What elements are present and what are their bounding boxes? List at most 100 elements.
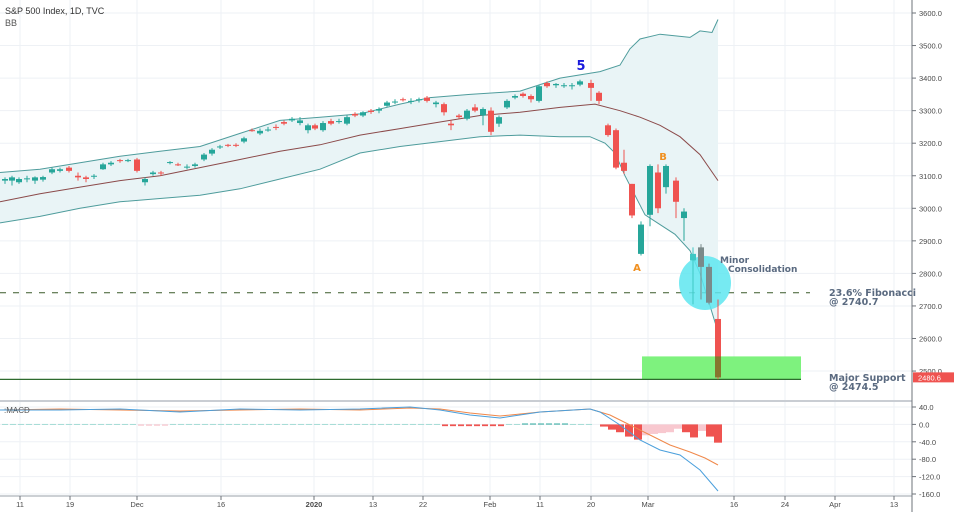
candle: [273, 124, 279, 131]
candle-body: [344, 117, 350, 124]
macd-bar: [418, 423, 424, 425]
macd-bar: [298, 423, 304, 425]
candle-body: [40, 177, 46, 180]
time-tick-label: 22: [419, 500, 427, 509]
axes: 3600.0 3500.0 3400.0 3300.0 3200.0 3100.0 3000…: [16, 0, 954, 512]
macd-bar: [426, 423, 432, 425]
candle-body: [613, 130, 619, 168]
macd-bar: [466, 424, 472, 427]
macd-bar: [210, 423, 216, 425]
symbol-title[interactable]: S&P 500 Index, 1D, TVC: [5, 6, 105, 16]
macd-bar: [314, 423, 320, 425]
macd-bar: [138, 424, 144, 426]
macd-bar: [674, 424, 682, 429]
macd-bar: [538, 423, 544, 425]
candle-body: [265, 129, 271, 131]
candle: [352, 112, 358, 118]
macd-bar: [682, 424, 690, 433]
candle-body: [16, 179, 22, 183]
candle-body: [9, 177, 15, 181]
candle: [16, 177, 22, 184]
macd-bar: [586, 423, 592, 425]
candle-body: [698, 247, 704, 267]
last-price-tag: [913, 372, 954, 383]
candle-body: [225, 144, 231, 146]
candle-body: [336, 121, 342, 123]
macd-bar: [642, 424, 650, 436]
candle: [249, 128, 255, 132]
bb-upper-line: [0, 19, 719, 173]
macd-bar: [714, 424, 722, 443]
macd-bar: [42, 423, 48, 425]
macd-bar: [250, 423, 256, 425]
candle-body: [201, 154, 207, 160]
macd-tick-label: -40.0: [919, 438, 936, 447]
candle-body: [577, 81, 583, 85]
candle-body: [233, 144, 239, 146]
macd-bar: [490, 424, 496, 427]
candle: [241, 136, 247, 144]
candle: [448, 120, 454, 131]
chart-legend: S&P 500 Index, 1D, TVC BB: [5, 5, 104, 29]
candle-body: [569, 85, 575, 87]
macd-bar: [2, 423, 8, 425]
candle: [142, 177, 148, 186]
time-tick-label: 16: [217, 500, 225, 509]
macd-bar: [26, 423, 32, 425]
candle-body: [441, 104, 447, 113]
candle: [167, 161, 173, 165]
macd-bar: [266, 423, 272, 425]
support-zone: [642, 356, 801, 380]
candle-body: [184, 166, 190, 168]
candle: [336, 118, 342, 124]
time-tick-label: 13: [369, 500, 377, 509]
time-tick-label: 19: [66, 500, 74, 509]
macd-bar: [434, 423, 440, 425]
macd-bar: [106, 423, 112, 425]
candle-body: [352, 113, 358, 116]
macd-bar: [506, 423, 512, 425]
price-tick-label: 3500.0: [919, 42, 942, 51]
candle-body: [655, 172, 661, 209]
macd-tick-label: 0.0: [919, 420, 929, 429]
support-value: @ 2474.5: [829, 382, 878, 393]
candle-body: [504, 100, 510, 108]
macd-label: :MACD: [4, 406, 30, 415]
candle: [408, 98, 414, 105]
candle: [472, 104, 478, 113]
candle-body: [464, 110, 470, 119]
candle: [108, 161, 114, 166]
candle: [376, 107, 382, 114]
candle-body: [257, 130, 263, 134]
candle: [233, 143, 239, 148]
candle-body: [273, 126, 279, 128]
macd-bar: [50, 423, 56, 425]
minor-consolidation-label: Minor: [720, 256, 750, 266]
macd-bar: [600, 424, 608, 427]
macd-bar: [474, 424, 480, 427]
candle-body: [241, 138, 247, 142]
candle-body: [544, 82, 550, 87]
candle-body: [376, 109, 382, 111]
candle-body: [289, 118, 295, 121]
indicator-label[interactable]: BB: [5, 18, 18, 28]
candle-body: [663, 165, 669, 188]
candle: [392, 99, 398, 105]
candle: [201, 152, 207, 162]
macd-bar: [650, 424, 658, 434]
macd-bar: [74, 423, 80, 425]
candle: [424, 96, 430, 103]
candle: [544, 81, 550, 88]
candle-body: [588, 82, 594, 88]
candle-body: [108, 162, 114, 165]
macd-bar: [458, 424, 464, 427]
candle: [134, 157, 140, 173]
candle-body: [328, 121, 334, 124]
macd-tick-label: -160.0: [919, 490, 940, 499]
candle-body: [392, 101, 398, 103]
candle: [297, 117, 303, 126]
candle-body: [480, 109, 486, 116]
macd-bar: [146, 424, 152, 426]
